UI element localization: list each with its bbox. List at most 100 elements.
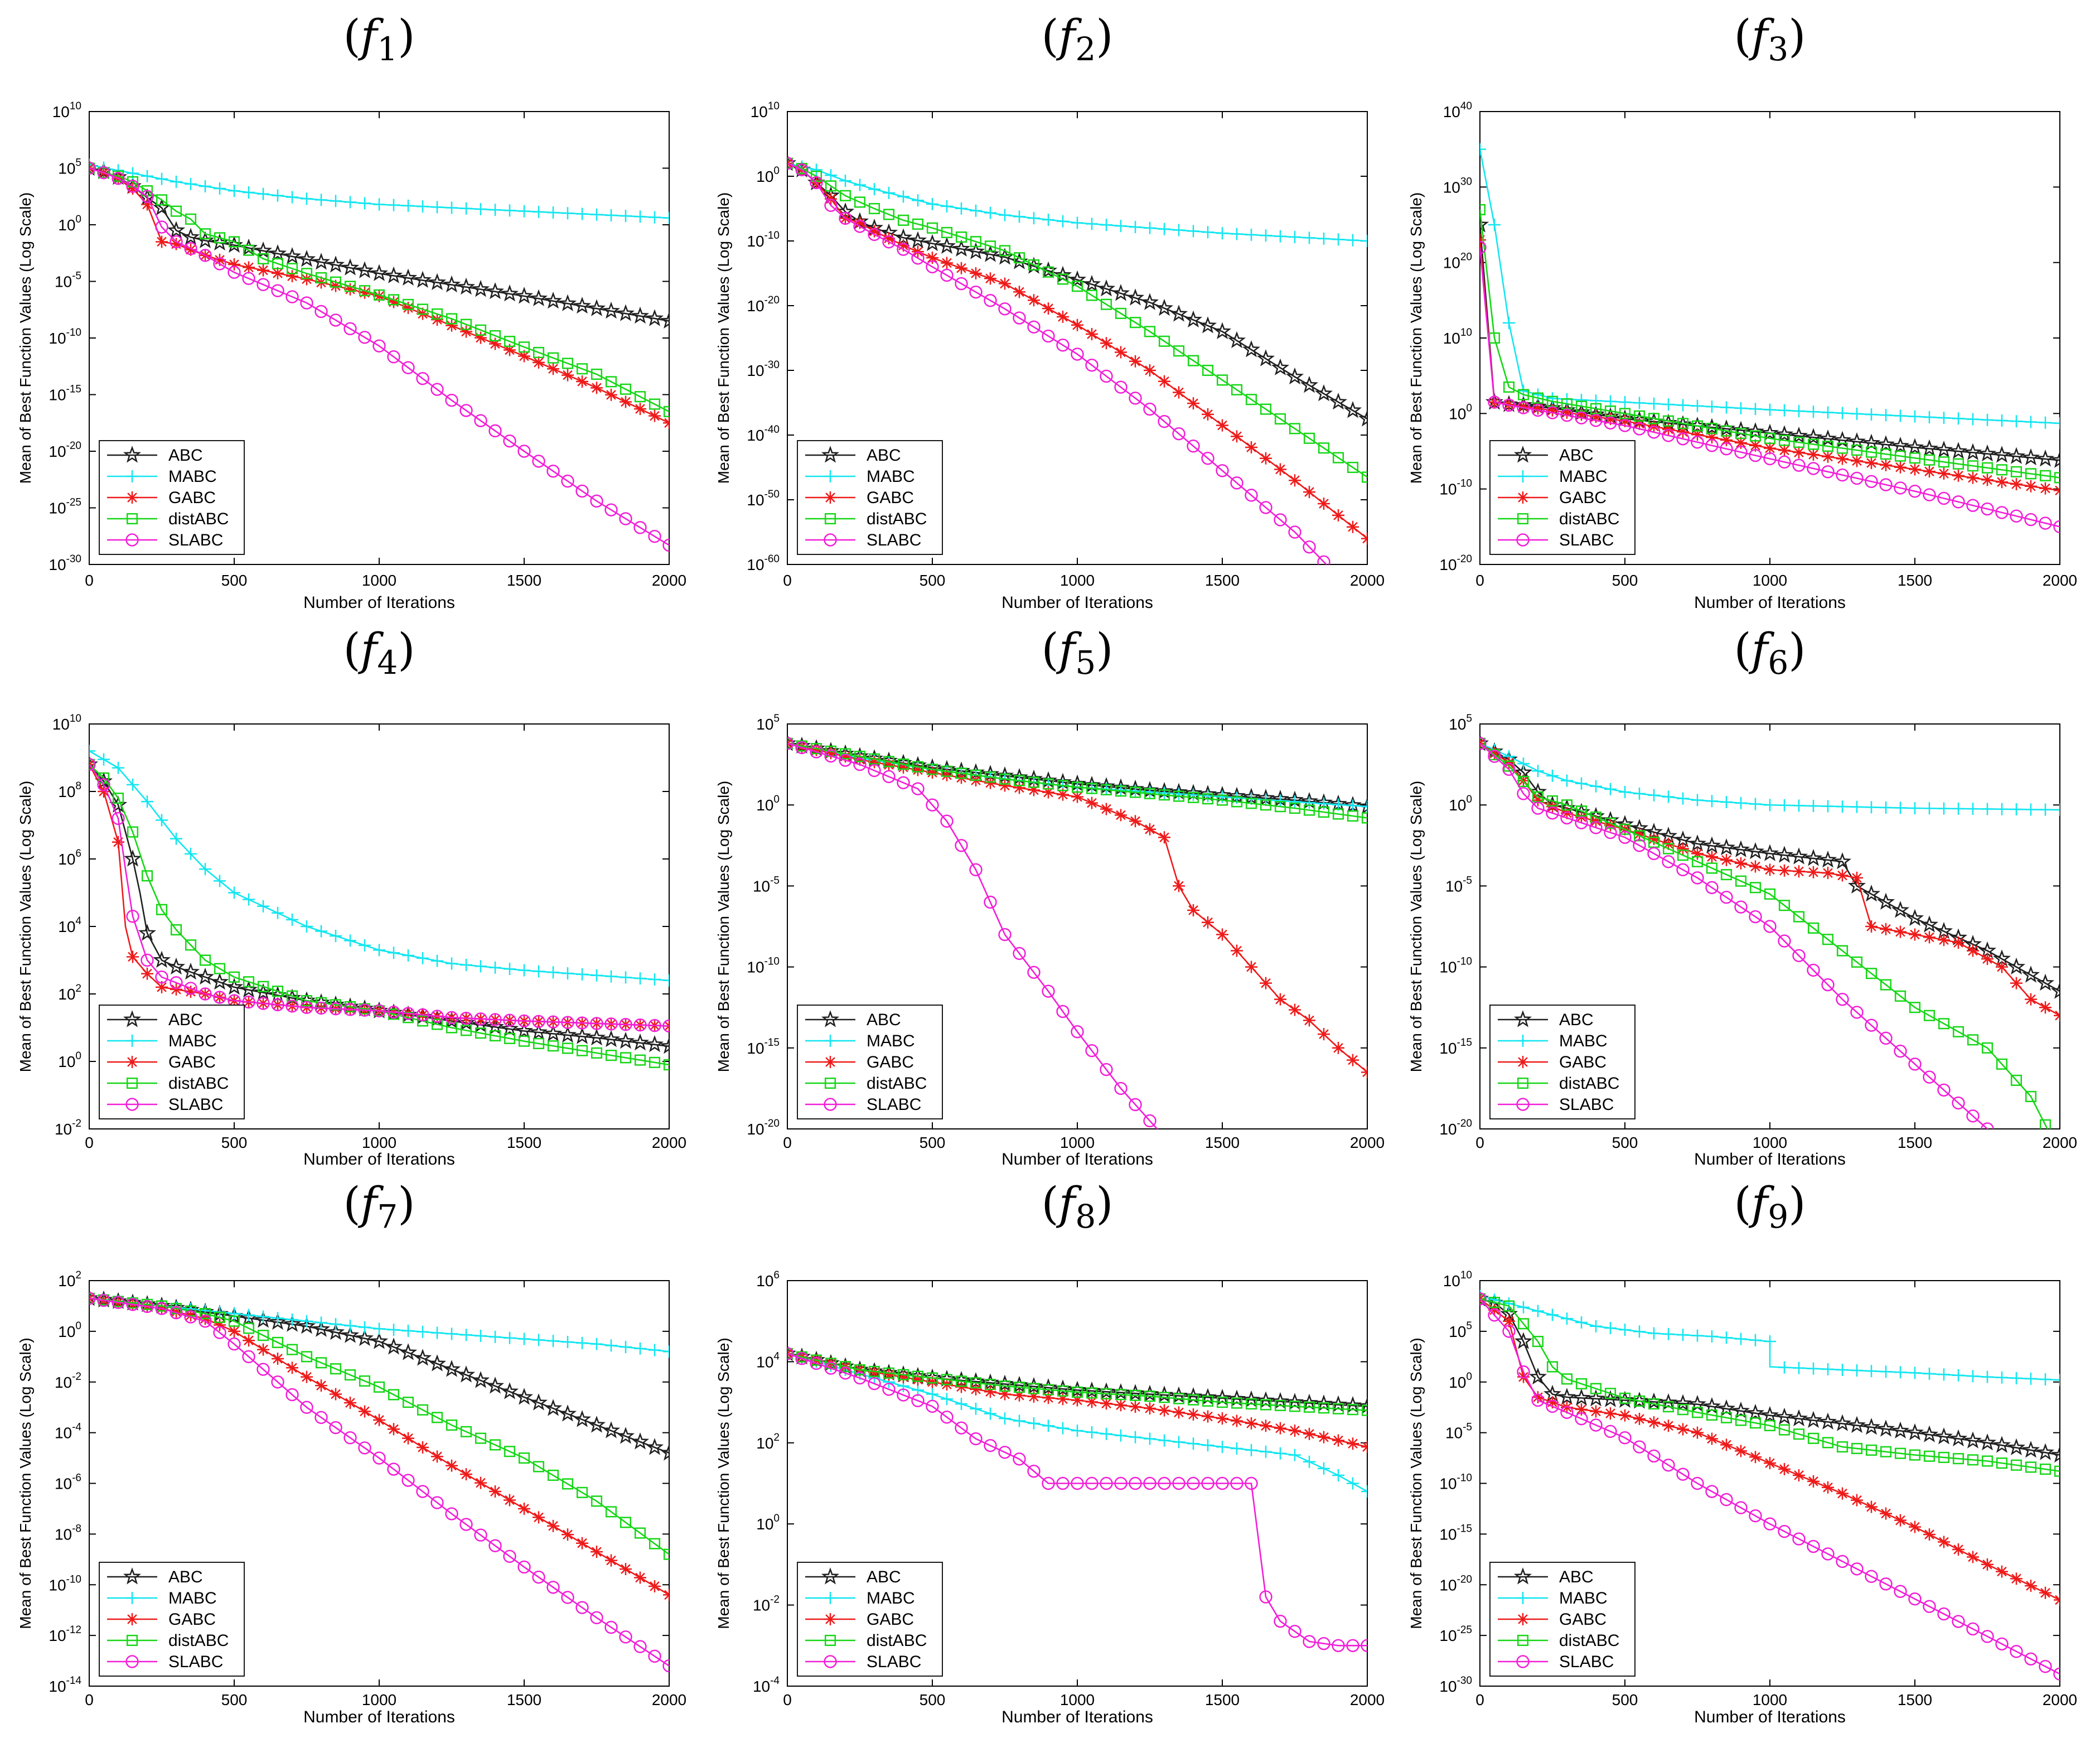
star-marker bbox=[1789, 1409, 1808, 1427]
star-marker bbox=[283, 1315, 302, 1332]
circle-marker bbox=[1705, 881, 1719, 895]
star-marker bbox=[631, 1033, 650, 1051]
square-marker bbox=[1144, 788, 1156, 799]
star-marker bbox=[370, 264, 389, 281]
circle-marker bbox=[1705, 1485, 1719, 1498]
y-tick-label: 10-10 bbox=[747, 956, 780, 976]
square-marker bbox=[1187, 791, 1199, 803]
star-marker bbox=[602, 1421, 621, 1438]
star-marker bbox=[1992, 446, 2011, 463]
circle-marker bbox=[1531, 802, 1545, 815]
circle-marker bbox=[1792, 458, 1806, 472]
legend-label-abc: ABC bbox=[867, 1568, 901, 1586]
plus-marker bbox=[301, 192, 313, 205]
asterisk-marker bbox=[970, 1383, 982, 1396]
plus-marker bbox=[1260, 229, 1272, 242]
series-mabc bbox=[1480, 737, 2060, 816]
circle-marker bbox=[1981, 502, 1994, 516]
square-marker bbox=[591, 368, 603, 380]
asterisk-marker bbox=[1173, 1406, 1185, 1419]
circle-marker bbox=[882, 1383, 896, 1396]
square-marker bbox=[1289, 423, 1301, 434]
chart-panel-9: (f9)0 500 1000 1500 2000101010510010-510-101… bbox=[1407, 1177, 2077, 1726]
plus-marker bbox=[1575, 393, 1588, 406]
square-marker bbox=[941, 1374, 953, 1385]
series-abc bbox=[89, 158, 669, 329]
square-marker bbox=[1720, 425, 1733, 437]
circle-marker bbox=[1662, 429, 1675, 442]
circle-marker bbox=[1937, 1607, 1951, 1621]
asterisk-marker bbox=[402, 302, 414, 315]
asterisk-marker bbox=[2010, 977, 2022, 989]
plus-marker bbox=[89, 745, 95, 757]
circle-marker bbox=[1749, 910, 1762, 924]
circle-marker bbox=[213, 991, 226, 1004]
square-marker bbox=[1517, 1634, 1529, 1647]
circle-marker bbox=[343, 1003, 357, 1016]
asterisk-marker bbox=[1202, 408, 1214, 421]
square-marker bbox=[1648, 1398, 1660, 1410]
asterisk-marker bbox=[460, 1468, 472, 1481]
star-marker bbox=[268, 244, 287, 262]
asterisk-marker bbox=[1619, 414, 1631, 427]
legend-label-slabc: SLABC bbox=[168, 1095, 223, 1114]
star-marker bbox=[1513, 1567, 1532, 1585]
plus-marker bbox=[1575, 1316, 1588, 1329]
plus-marker bbox=[854, 178, 866, 191]
series-line bbox=[1480, 1298, 2060, 1675]
star-marker bbox=[966, 242, 985, 259]
square-marker bbox=[504, 1446, 516, 1457]
square-marker bbox=[1996, 1457, 2008, 1469]
square-marker bbox=[185, 1305, 197, 1317]
star-marker bbox=[616, 1031, 635, 1049]
asterisk-marker bbox=[2010, 478, 2022, 491]
circle-marker bbox=[604, 1620, 618, 1634]
star-marker bbox=[283, 247, 302, 264]
legend-label-distabc: distABC bbox=[867, 1074, 927, 1093]
square-marker bbox=[1488, 1297, 1501, 1309]
plus-marker bbox=[1158, 223, 1170, 235]
plus-marker bbox=[591, 969, 603, 982]
plus-marker bbox=[1662, 1327, 1675, 1340]
circle-marker bbox=[1517, 787, 1530, 800]
star-marker bbox=[442, 1360, 461, 1377]
circle-marker bbox=[998, 302, 1012, 316]
square-marker bbox=[1071, 1386, 1083, 1398]
plus-marker bbox=[1706, 1330, 1718, 1343]
circle-marker bbox=[1589, 1418, 1603, 1432]
plus-marker bbox=[1303, 1455, 1315, 1468]
circle-marker bbox=[1158, 414, 1171, 428]
square-marker bbox=[1480, 1293, 1486, 1305]
star-marker bbox=[2021, 965, 2040, 983]
circle-marker bbox=[1763, 920, 1777, 933]
plus-marker bbox=[824, 1035, 836, 1047]
square-marker bbox=[1532, 1336, 1544, 1348]
asterisk-marker bbox=[1532, 402, 1544, 415]
plus-marker bbox=[1894, 1366, 1907, 1379]
square-marker bbox=[1332, 452, 1344, 464]
star-marker bbox=[1992, 1436, 2011, 1453]
star-marker bbox=[486, 1377, 505, 1394]
square-marker bbox=[1619, 1392, 1631, 1404]
plus-marker bbox=[518, 964, 530, 977]
asterisk-marker bbox=[533, 356, 545, 369]
circle-marker bbox=[286, 1388, 299, 1402]
star-marker bbox=[821, 1010, 840, 1027]
square-marker bbox=[1749, 430, 1762, 442]
asterisk-marker bbox=[1909, 928, 1921, 941]
y-axis-label: Mean of Best Function Values (Log Scale) bbox=[1407, 192, 1425, 484]
x-tick-label: 1500 bbox=[1205, 1134, 1240, 1151]
circle-marker bbox=[940, 814, 954, 828]
asterisk-marker bbox=[1633, 1412, 1646, 1425]
series-group bbox=[89, 158, 669, 552]
plus-marker bbox=[1057, 1422, 1069, 1435]
square-marker bbox=[446, 313, 458, 325]
star-marker bbox=[1213, 1388, 1232, 1406]
circle-marker bbox=[445, 1011, 458, 1025]
square-marker bbox=[1274, 413, 1286, 425]
circle-marker bbox=[1517, 401, 1530, 414]
square-marker bbox=[883, 209, 895, 220]
series-line bbox=[89, 1297, 669, 1667]
